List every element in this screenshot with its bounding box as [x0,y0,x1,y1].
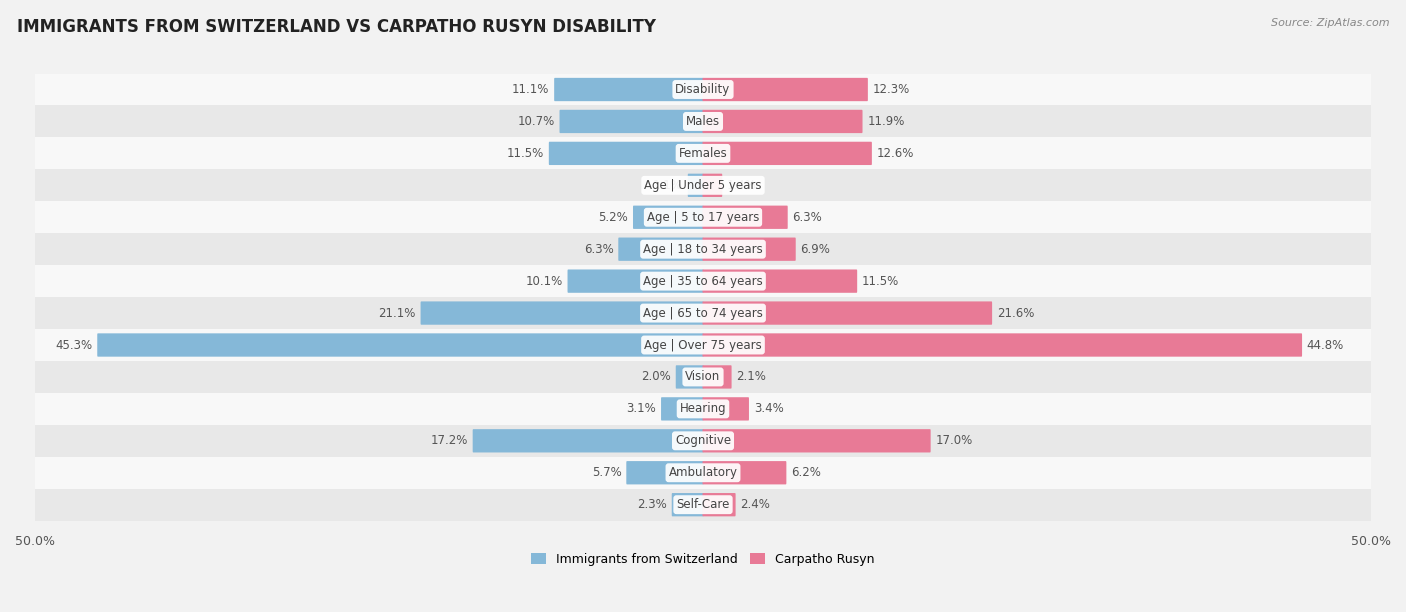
Bar [35,489,1371,521]
FancyBboxPatch shape [703,237,796,261]
Text: Disability: Disability [675,83,731,96]
Bar [35,138,1371,170]
Bar [35,393,1371,425]
Text: 5.2%: 5.2% [599,211,628,224]
Text: 21.6%: 21.6% [997,307,1035,319]
Text: Males: Males [686,115,720,128]
Text: 6.9%: 6.9% [800,243,831,256]
FancyBboxPatch shape [703,429,931,452]
FancyBboxPatch shape [703,334,1302,357]
FancyBboxPatch shape [633,206,703,229]
FancyBboxPatch shape [703,397,749,420]
Text: Age | Under 5 years: Age | Under 5 years [644,179,762,192]
Text: 44.8%: 44.8% [1306,338,1344,351]
Text: 2.0%: 2.0% [641,370,671,384]
FancyBboxPatch shape [420,302,703,325]
FancyBboxPatch shape [472,429,703,452]
Text: 10.7%: 10.7% [517,115,555,128]
FancyBboxPatch shape [703,269,858,293]
FancyBboxPatch shape [568,269,703,293]
Text: 6.3%: 6.3% [583,243,613,256]
Bar [35,73,1371,105]
Text: 2.4%: 2.4% [741,498,770,511]
FancyBboxPatch shape [688,174,703,197]
Text: 1.4%: 1.4% [727,179,756,192]
FancyBboxPatch shape [703,174,723,197]
FancyBboxPatch shape [619,237,703,261]
Bar [35,201,1371,233]
Text: 11.5%: 11.5% [862,275,900,288]
Text: 2.1%: 2.1% [737,370,766,384]
Text: 11.5%: 11.5% [506,147,544,160]
FancyBboxPatch shape [676,365,703,389]
Text: 45.3%: 45.3% [55,338,93,351]
FancyBboxPatch shape [554,78,703,101]
Text: 10.1%: 10.1% [526,275,562,288]
Text: 21.1%: 21.1% [378,307,416,319]
Text: Age | 18 to 34 years: Age | 18 to 34 years [643,243,763,256]
Text: 17.2%: 17.2% [430,435,468,447]
FancyBboxPatch shape [703,461,786,485]
Text: 6.3%: 6.3% [793,211,823,224]
FancyBboxPatch shape [703,78,868,101]
Bar [35,457,1371,489]
Bar [35,170,1371,201]
Text: 5.7%: 5.7% [592,466,621,479]
Text: 12.3%: 12.3% [873,83,910,96]
FancyBboxPatch shape [703,493,735,517]
FancyBboxPatch shape [626,461,703,485]
FancyBboxPatch shape [703,365,731,389]
Legend: Immigrants from Switzerland, Carpatho Rusyn: Immigrants from Switzerland, Carpatho Ru… [531,553,875,566]
Bar [35,297,1371,329]
Text: 3.4%: 3.4% [754,402,783,416]
Bar [35,233,1371,265]
FancyBboxPatch shape [661,397,703,420]
Bar [35,265,1371,297]
Text: Age | 65 to 74 years: Age | 65 to 74 years [643,307,763,319]
Text: Age | 5 to 17 years: Age | 5 to 17 years [647,211,759,224]
Text: IMMIGRANTS FROM SWITZERLAND VS CARPATHO RUSYN DISABILITY: IMMIGRANTS FROM SWITZERLAND VS CARPATHO … [17,18,655,36]
Bar [35,105,1371,138]
Text: 12.6%: 12.6% [877,147,914,160]
FancyBboxPatch shape [548,142,703,165]
Bar [35,425,1371,457]
Text: 11.9%: 11.9% [868,115,904,128]
Text: Hearing: Hearing [679,402,727,416]
Text: Self-Care: Self-Care [676,498,730,511]
Text: Females: Females [679,147,727,160]
FancyBboxPatch shape [703,142,872,165]
FancyBboxPatch shape [97,334,703,357]
Text: 17.0%: 17.0% [935,435,973,447]
Text: Age | Over 75 years: Age | Over 75 years [644,338,762,351]
FancyBboxPatch shape [703,302,993,325]
FancyBboxPatch shape [560,110,703,133]
Text: Ambulatory: Ambulatory [668,466,738,479]
Text: 2.3%: 2.3% [637,498,666,511]
Bar [35,361,1371,393]
FancyBboxPatch shape [703,110,862,133]
Text: Age | 35 to 64 years: Age | 35 to 64 years [643,275,763,288]
FancyBboxPatch shape [703,206,787,229]
Text: 6.2%: 6.2% [792,466,821,479]
Text: Source: ZipAtlas.com: Source: ZipAtlas.com [1271,18,1389,28]
Text: 3.1%: 3.1% [627,402,657,416]
Text: 1.1%: 1.1% [652,179,683,192]
Text: 11.1%: 11.1% [512,83,550,96]
FancyBboxPatch shape [672,493,703,517]
Text: Vision: Vision [685,370,721,384]
Text: Cognitive: Cognitive [675,435,731,447]
Bar [35,329,1371,361]
